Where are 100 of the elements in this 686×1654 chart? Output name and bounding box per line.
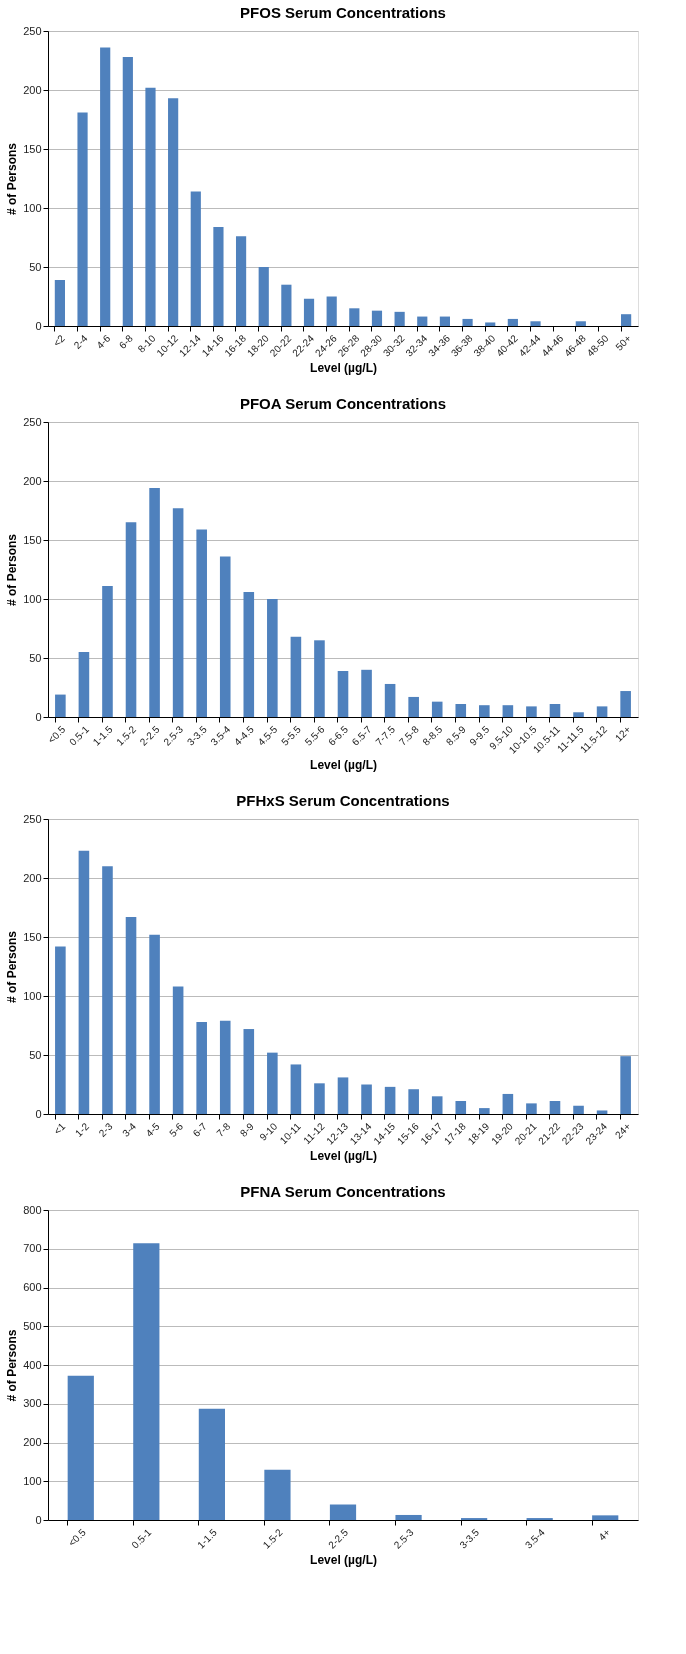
y-tick-label: 150 [23,533,42,546]
bar [243,591,255,717]
bar [549,1101,561,1114]
y-tick-label: 50 [29,651,42,664]
x-tick-label: 4+ [596,1526,613,1543]
x-tick-label: 4-6 [94,332,113,351]
bar [196,1021,207,1114]
y-tick-label: 250 [23,812,42,825]
x-tick-label: 50+ [613,332,634,353]
y-tick-label: 100 [23,1474,42,1487]
bar [125,522,137,717]
y-tick-label: 400 [23,1358,42,1371]
bar [213,226,224,326]
x-tick-label: 2-3 [96,1120,115,1139]
y-tick-label: 0 [35,710,42,723]
y-axis-title: # of Persons [5,1329,20,1402]
bar [290,636,302,717]
y-tick-label: 150 [23,142,42,155]
y-tick-label: 100 [23,592,42,605]
bar [219,556,231,717]
bar [243,1029,255,1114]
bar [149,488,160,717]
y-tick-label: 200 [23,474,42,487]
bar [337,1077,349,1114]
bar [431,1096,443,1114]
bar [149,934,160,1114]
bar [78,652,90,717]
bar [168,98,179,326]
y-tick-label: 200 [23,83,42,96]
x-axis-title: Level (µg/L) [310,360,377,375]
bar [526,706,537,717]
x-axis-title: Level (µg/L) [310,1552,377,1567]
x-tick-label: 7-8 [214,1120,233,1139]
bar [507,318,518,326]
bar [67,1375,94,1520]
bar [620,691,631,717]
y-tick-label: 100 [23,201,42,214]
y-tick-label: 500 [23,1319,42,1332]
bar [384,1086,396,1114]
y-tick-label: 300 [23,1397,42,1410]
x-tick-label: 8-10 [135,332,158,355]
y-tick-label: 800 [23,1203,42,1216]
bar [502,1093,514,1114]
x-tick-label: 6-8 [116,332,136,351]
bar [258,267,269,326]
bar [100,47,111,326]
bar [326,296,337,326]
bar [530,321,541,326]
x-tick-label: <0.5 [66,1526,89,1549]
bar [264,1469,291,1520]
bar [281,284,292,326]
x-tick-label: <0.5 [45,723,68,746]
bar [573,1105,584,1114]
bar [314,1083,325,1114]
bar [526,1103,537,1114]
x-tick-label: 3-4 [120,1120,139,1139]
bar [479,705,490,717]
bar [78,850,90,1114]
bar [455,704,467,717]
chart-title: PFHxS Serum Concentrations [236,792,450,809]
bar [55,946,66,1114]
bar [145,87,156,326]
x-tick-label: 1-2 [72,1120,92,1139]
bar [439,316,451,326]
bar [219,1020,231,1114]
y-tick-label: 50 [29,1048,42,1061]
bar [349,308,360,326]
y-tick-label: 0 [35,1107,42,1120]
bar [54,279,65,326]
y-tick-label: 50 [29,260,42,273]
bar [417,316,428,326]
bar [337,670,349,717]
y-tick-label: 0 [35,319,42,332]
y-axis-title: # of Persons [5,533,20,607]
chart-title: PFOS Serum Concentrations [240,4,446,21]
bar [267,599,278,717]
bar [267,1052,278,1114]
y-tick-label: 0 [35,1513,42,1526]
x-axis-title: Level (µg/L) [310,1148,377,1163]
y-tick-label: 150 [23,930,42,943]
bar [408,1089,419,1114]
x-axis-title: Level (µg/L) [310,757,377,772]
y-tick-label: 100 [23,989,42,1002]
x-tick-label: <1 [51,1120,68,1137]
bar [431,701,443,717]
y-tick-label: 600 [23,1281,42,1293]
x-tick-label: 24+ [612,1120,633,1141]
bar [314,640,325,717]
bar [371,310,383,326]
x-tick-label: 6-7 [190,1120,210,1139]
bar [455,1101,467,1114]
bar [235,236,247,326]
bar [102,586,113,717]
bar [125,916,137,1114]
bar [133,1243,160,1520]
bar [592,1515,619,1520]
bar [190,191,201,326]
bar [394,311,405,326]
x-tick-label: 2-4 [71,332,90,351]
bar [198,1408,225,1520]
